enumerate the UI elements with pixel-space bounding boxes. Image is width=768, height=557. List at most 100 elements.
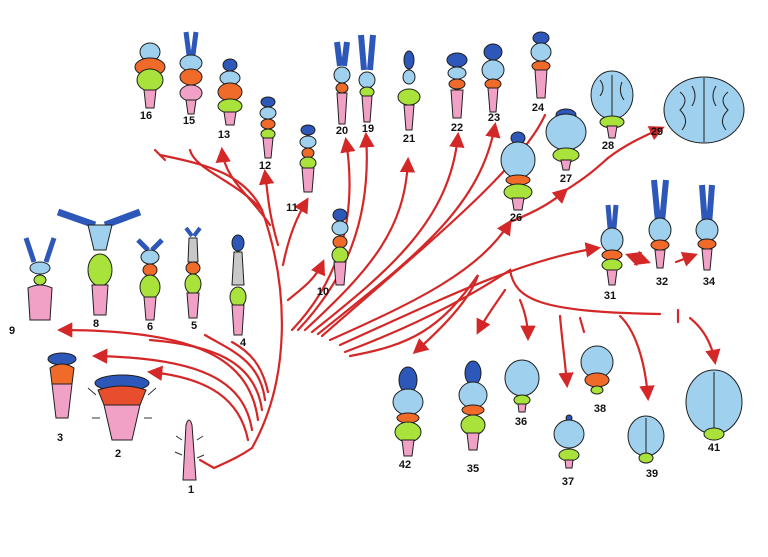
specimen-label-35: 35: [466, 463, 480, 475]
branch-to-39: [618, 314, 655, 402]
branch-to-22: [310, 131, 465, 334]
brain-specimen-38: [580, 345, 614, 395]
brain-specimen-12: [259, 96, 277, 159]
specimen-label-6: 6: [146, 321, 154, 333]
branch-32-34: [674, 252, 698, 267]
branch-to-27: [508, 187, 569, 224]
branch-to-41: [688, 316, 721, 366]
specimen-label-23: 23: [487, 112, 501, 124]
specimen-label-38: 38: [593, 403, 607, 415]
branch-to-3: [91, 348, 254, 432]
branch-lower: [343, 268, 662, 354]
specimen-label-1: 1: [187, 484, 195, 496]
branch-to-6: [148, 338, 264, 412]
specimen-label-10: 10: [316, 286, 330, 298]
branch-to-11: [281, 197, 309, 267]
brain-specimen-13: [217, 58, 243, 126]
branch-to-2: [146, 365, 250, 442]
specimen-label-26: 26: [509, 212, 523, 224]
specimen-label-5: 5: [190, 320, 198, 332]
specimen-label-31: 31: [603, 290, 617, 302]
brain-specimen-2: [87, 374, 157, 441]
brain-specimen-1: [174, 419, 205, 481]
main-trunk: [158, 153, 283, 450]
brain-specimen-5: [184, 226, 202, 319]
specimen-label-15: 15: [182, 115, 196, 127]
phylogeny-branches: [56, 113, 721, 470]
branch-to-29: [606, 126, 665, 160]
specimen-label-36: 36: [514, 416, 528, 428]
specimen-label-21: 21: [402, 133, 416, 145]
brain-specimen-41: [685, 369, 743, 441]
brain-specimen-28: [590, 70, 634, 139]
brain-specimen-36: [504, 359, 540, 413]
branch-to-1: [212, 446, 254, 470]
specimen-label-4: 4: [239, 337, 247, 349]
branch-to-12: [258, 168, 280, 247]
specimen-label-20: 20: [335, 125, 349, 137]
branch-to-23: [316, 121, 501, 336]
specimen-label-16: 16: [139, 110, 153, 122]
specimen-label-19: 19: [361, 123, 375, 135]
specimen-label-22: 22: [450, 122, 464, 134]
brain-specimen-31: [600, 204, 624, 286]
specimen-label-11: 11: [286, 202, 298, 214]
brain-specimen-23: [481, 43, 505, 113]
branch-to-31: [338, 242, 602, 347]
branch-1-bar: [198, 458, 216, 470]
branch-to-26: [328, 219, 512, 342]
specimen-label-27: 27: [559, 173, 573, 185]
specimen-label-37: 37: [561, 476, 575, 488]
specimen-label-39: 39: [645, 468, 659, 480]
brain-specimen-42: [392, 366, 424, 457]
brain-specimen-3: [47, 352, 77, 419]
brain-specimen-39: [627, 415, 665, 464]
brain-specimen-19: [358, 34, 376, 123]
brain-specimen-10: [331, 208, 349, 286]
brain-specimen-37: [553, 414, 585, 469]
brain-specimen-22: [446, 52, 468, 119]
branch-to-13: [215, 146, 272, 227]
brain-specimen-6: [136, 238, 164, 321]
branch-to-15: [188, 148, 264, 212]
brain-specimen-15: [179, 31, 203, 115]
branch-to-42: [348, 274, 480, 358]
brain-specimen-16: [134, 42, 166, 109]
specimen-label-24: 24: [531, 102, 545, 114]
branch-to-10: [286, 259, 326, 302]
specimen-label-3: 3: [56, 432, 64, 444]
branch-to-9: [56, 322, 260, 422]
brain-specimen-4: [229, 234, 247, 336]
brain-specimen-34: [695, 184, 719, 271]
specimen-label-12: 12: [258, 160, 272, 172]
branch-to-37: [558, 314, 574, 389]
branch-to-38: [578, 316, 586, 334]
specimen-label-28: 28: [601, 140, 615, 152]
specimen-label-41: 41: [707, 442, 721, 454]
brain-specimen-29: [663, 76, 745, 144]
brain-specimen-9: [23, 237, 57, 321]
branch-to-4: [230, 340, 270, 394]
brain-specimen-35: [458, 360, 488, 451]
specimen-label-2: 2: [114, 448, 122, 460]
brain-specimen-32: [648, 179, 672, 269]
specimen-label-8: 8: [92, 318, 100, 330]
specimen-label-29: 29: [650, 126, 664, 138]
brain-specimen-8: [56, 208, 142, 316]
brain-specimen-24: [530, 31, 552, 99]
brain-specimen-27: [545, 108, 587, 171]
branch-16-bar: [153, 148, 167, 162]
branch-to-35: [476, 288, 507, 335]
branch-to-5: [203, 333, 267, 402]
specimen-label-9: 9: [8, 325, 16, 337]
branch-to-19: [296, 131, 375, 332]
brain-specimen-11: [299, 124, 317, 193]
branch-to-21: [303, 156, 416, 332]
specimen-label-32: 32: [655, 276, 669, 288]
branch-31-32: [625, 250, 651, 267]
specimen-label-42: 42: [398, 459, 412, 471]
branch-to-36: [518, 298, 536, 342]
brain-specimen-26: [500, 131, 536, 211]
